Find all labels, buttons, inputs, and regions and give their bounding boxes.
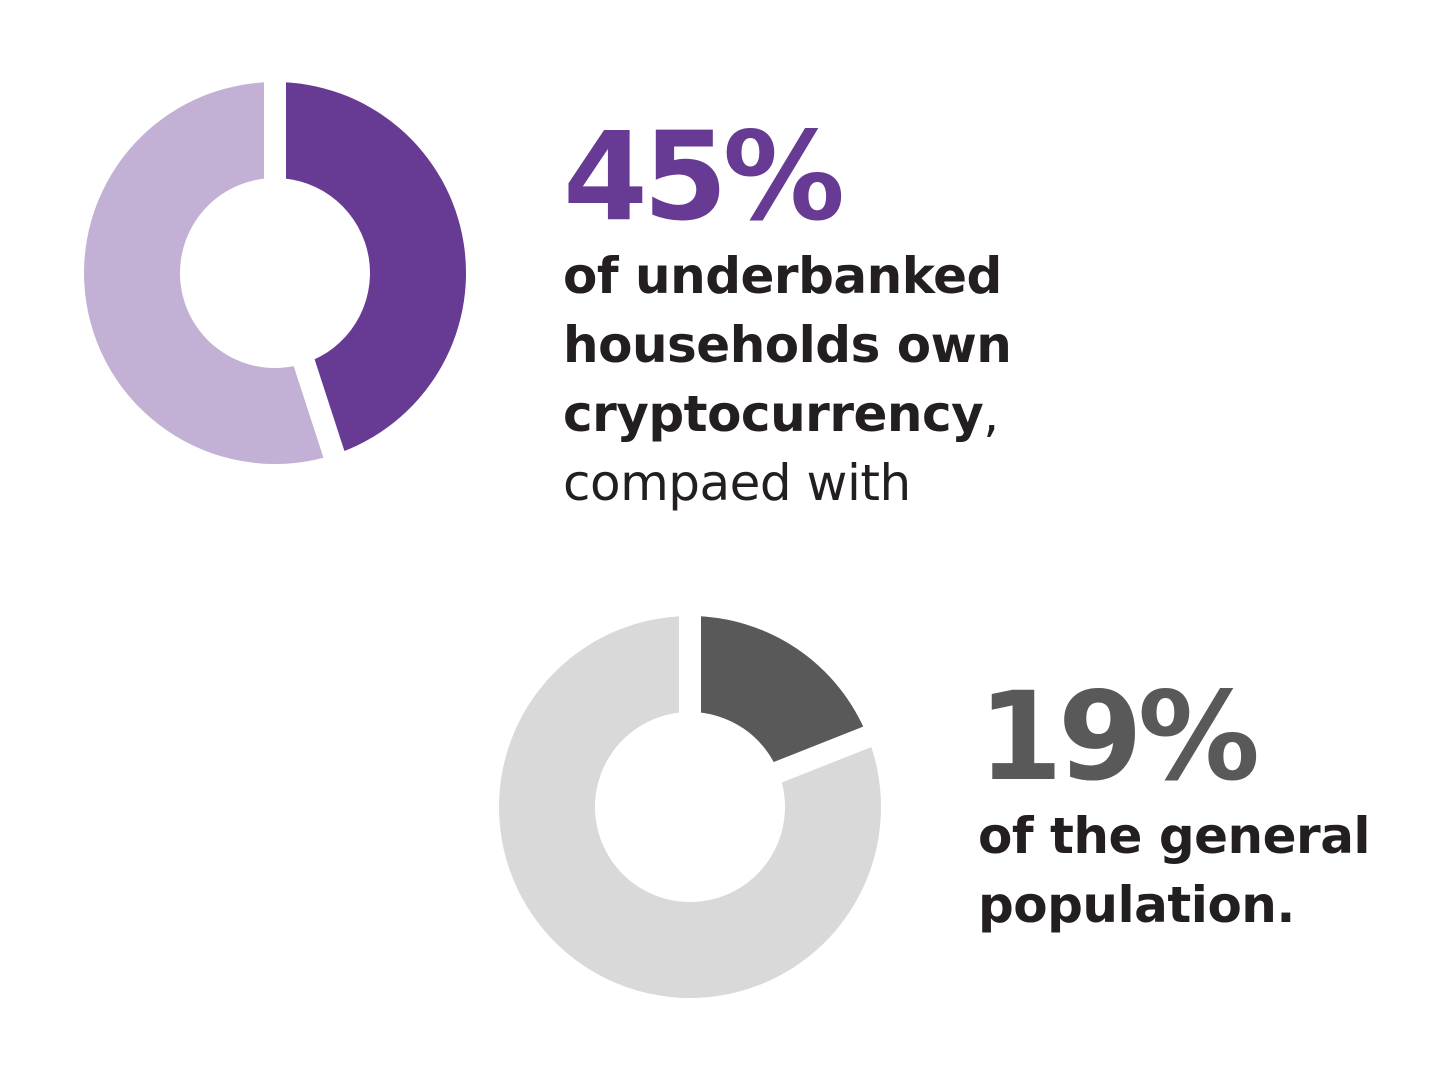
caption-line: cryptocurrency, (563, 380, 1163, 449)
stat-percent-underbanked: 45% (563, 106, 845, 248)
donut-underbanked-slice-gap-2 (292, 356, 346, 462)
caption-comma: , (983, 385, 999, 443)
caption-line: households own (563, 316, 1012, 374)
stat-block-general-population: 19% of the general population. (978, 672, 1438, 940)
stat-block-underbanked: 45% of underbanked households own crypto… (563, 112, 1163, 518)
caption-line: compaed with (563, 454, 911, 512)
donut-general-population-remainder-slice (499, 616, 881, 998)
stat-percent-general-population: 19% (978, 666, 1260, 808)
donut-general-population-slice-gap-2 (770, 724, 876, 784)
donut-chart-underbanked (82, 78, 468, 466)
caption-line: population. (978, 876, 1295, 934)
donut-svg-general-population (499, 612, 881, 998)
caption-text: cryptocurrency (563, 385, 984, 443)
caption-line: of the general (978, 807, 1371, 865)
donut-underbanked-highlight-slice (275, 82, 466, 455)
donut-general-population-highlight-slice (690, 616, 868, 773)
donut-svg-underbanked (83, 78, 466, 465)
donut-chart-general-population (497, 612, 883, 1000)
caption-line: of underbanked (563, 247, 1002, 305)
